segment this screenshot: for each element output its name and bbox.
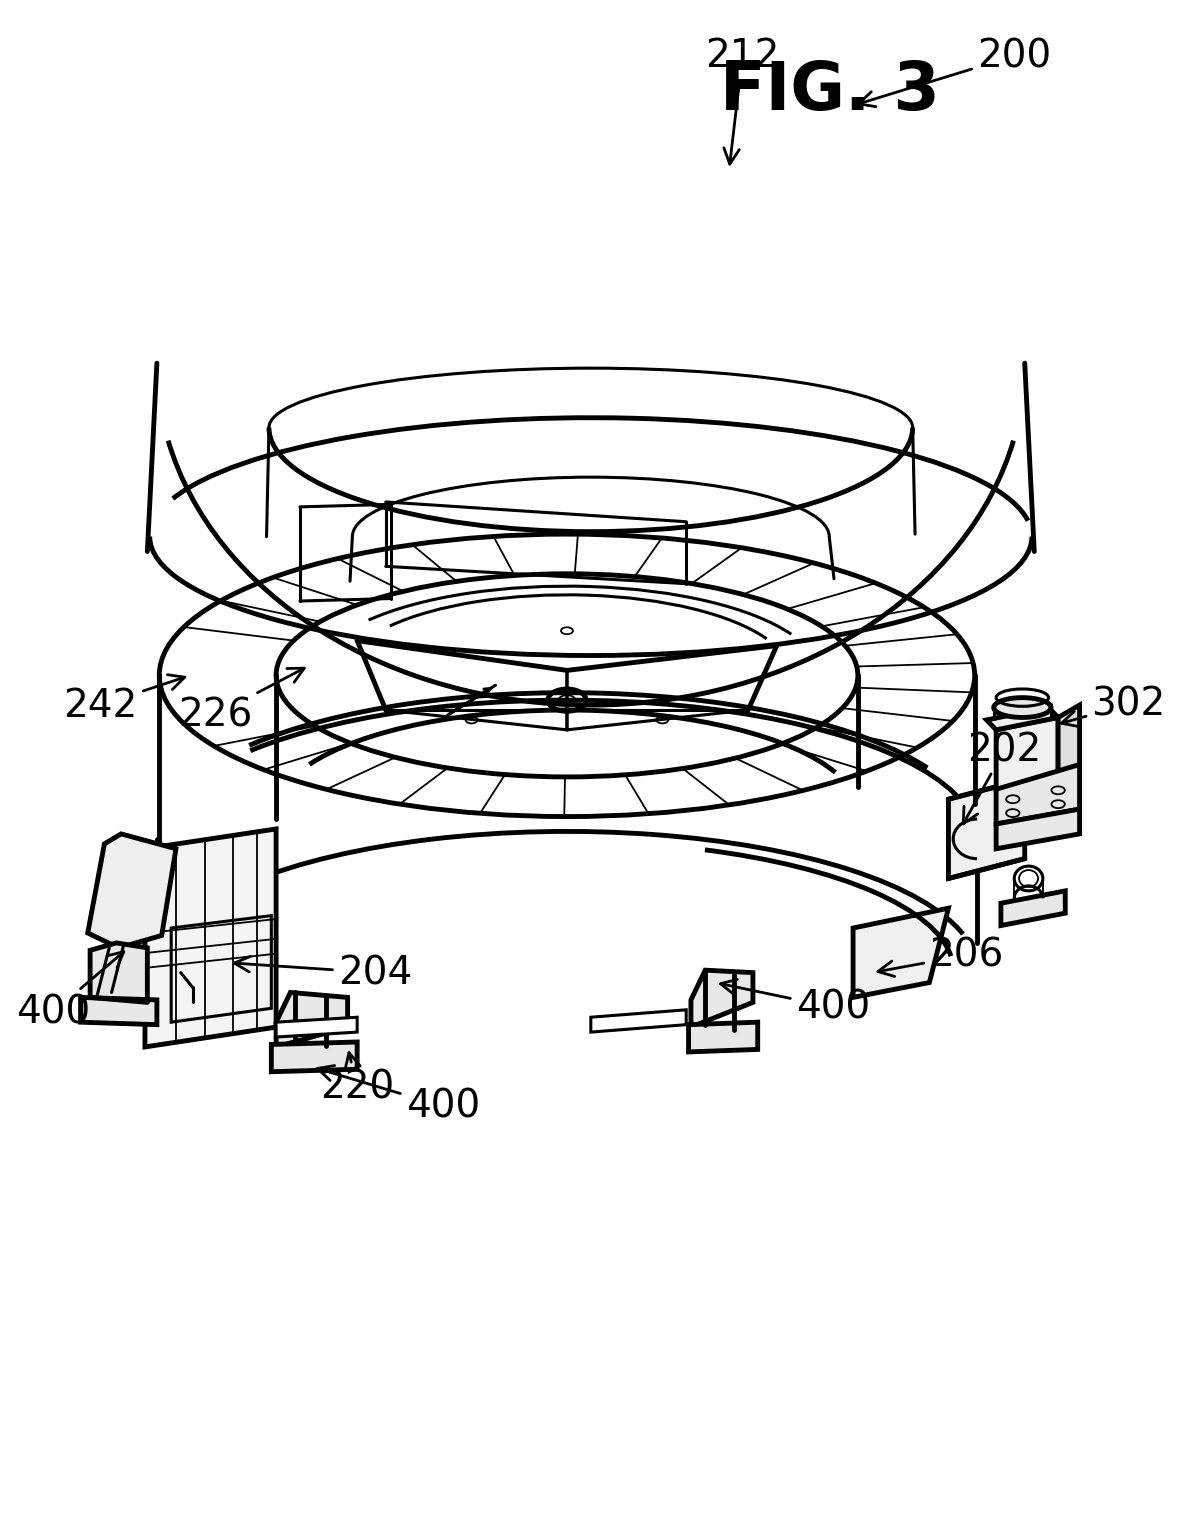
Polygon shape bbox=[996, 809, 1079, 849]
Text: 220: 220 bbox=[320, 1052, 394, 1106]
Text: 302: 302 bbox=[1061, 685, 1165, 727]
Polygon shape bbox=[145, 829, 276, 1048]
Text: 242: 242 bbox=[63, 674, 184, 725]
Ellipse shape bbox=[1013, 866, 1042, 891]
Text: 400: 400 bbox=[15, 952, 124, 1032]
Polygon shape bbox=[88, 834, 176, 948]
Polygon shape bbox=[996, 765, 1079, 825]
Text: 400: 400 bbox=[317, 1066, 480, 1126]
Polygon shape bbox=[690, 971, 753, 1028]
Polygon shape bbox=[996, 717, 1057, 790]
Text: 202: 202 bbox=[962, 731, 1042, 823]
Polygon shape bbox=[1057, 705, 1079, 777]
Text: 212: 212 bbox=[704, 37, 779, 164]
Text: 206: 206 bbox=[878, 937, 1004, 977]
Ellipse shape bbox=[993, 697, 1050, 717]
Text: 400: 400 bbox=[720, 980, 870, 1026]
Polygon shape bbox=[276, 1017, 358, 1037]
Text: 200: 200 bbox=[859, 37, 1051, 108]
Polygon shape bbox=[986, 708, 1057, 730]
Text: FIG. 3: FIG. 3 bbox=[720, 58, 940, 123]
Polygon shape bbox=[276, 992, 347, 1048]
Polygon shape bbox=[81, 997, 157, 1025]
Polygon shape bbox=[1000, 891, 1064, 926]
Text: 204: 204 bbox=[234, 954, 412, 992]
Polygon shape bbox=[688, 1023, 758, 1052]
Polygon shape bbox=[590, 1011, 685, 1032]
Polygon shape bbox=[90, 943, 147, 1003]
Polygon shape bbox=[853, 908, 948, 997]
Polygon shape bbox=[271, 1041, 358, 1072]
Text: 226: 226 bbox=[178, 668, 304, 734]
Polygon shape bbox=[948, 780, 1024, 879]
